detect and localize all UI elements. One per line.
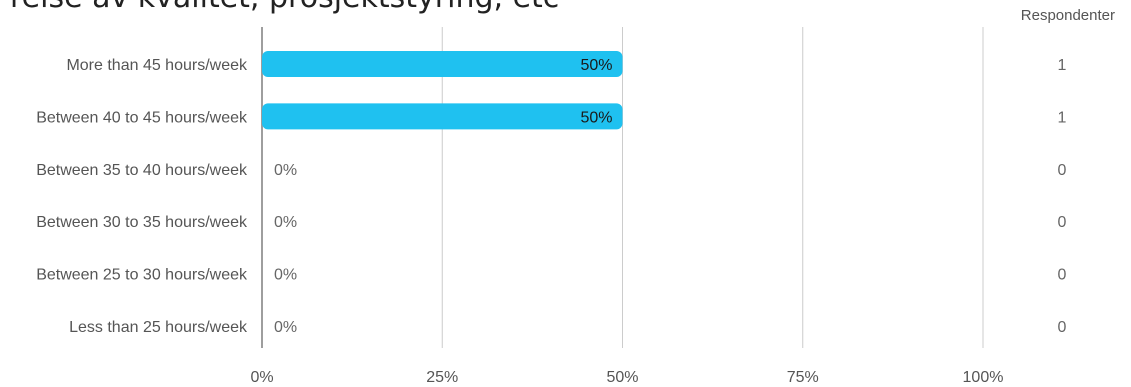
x-tick-label: 50% — [606, 369, 638, 386]
x-tick-label: 25% — [426, 369, 458, 386]
category-label: Between 35 to 40 hours/week — [36, 162, 248, 179]
respondent-count: 0 — [1058, 162, 1067, 179]
respondent-count: 1 — [1058, 57, 1067, 74]
respondents-column-header: Respondenter — [1021, 7, 1115, 24]
bar — [262, 51, 623, 77]
x-tick-label: 75% — [787, 369, 819, 386]
respondent-count: 0 — [1058, 267, 1067, 284]
bars: 50% 50% 0% 0% 0% 0% — [262, 51, 623, 336]
category-label: Less than 25 hours/week — [69, 319, 248, 336]
bar-value-label: 50% — [580, 109, 612, 126]
bar-value-label: 0% — [274, 162, 297, 179]
chart-title: relse av kvalitet, prosjektstyring, etc — [10, 0, 559, 15]
x-axis: 0% 25% 50% 75% 100% — [250, 369, 1003, 386]
bar-value-label: 50% — [580, 57, 612, 74]
category-label: Between 25 to 30 hours/week — [36, 267, 248, 284]
category-label: More than 45 hours/week — [66, 57, 248, 74]
gridlines — [261, 27, 984, 348]
respondent-count: 0 — [1058, 319, 1067, 336]
bar-value-label: 0% — [274, 267, 297, 284]
bar — [262, 103, 623, 130]
bar-value-label: 0% — [274, 214, 297, 231]
respondent-counts: 1 1 0 0 0 0 — [1058, 57, 1067, 336]
category-label: Between 40 to 45 hours/week — [36, 109, 248, 126]
x-tick-label: 0% — [250, 369, 273, 386]
x-tick-label: 100% — [963, 369, 1004, 386]
category-labels: More than 45 hours/week Between 40 to 45 … — [36, 57, 248, 336]
category-label: Between 30 to 35 hours/week — [36, 214, 248, 231]
respondent-count: 1 — [1058, 109, 1067, 126]
bar-value-label: 0% — [274, 319, 297, 336]
respondent-count: 0 — [1058, 214, 1067, 231]
